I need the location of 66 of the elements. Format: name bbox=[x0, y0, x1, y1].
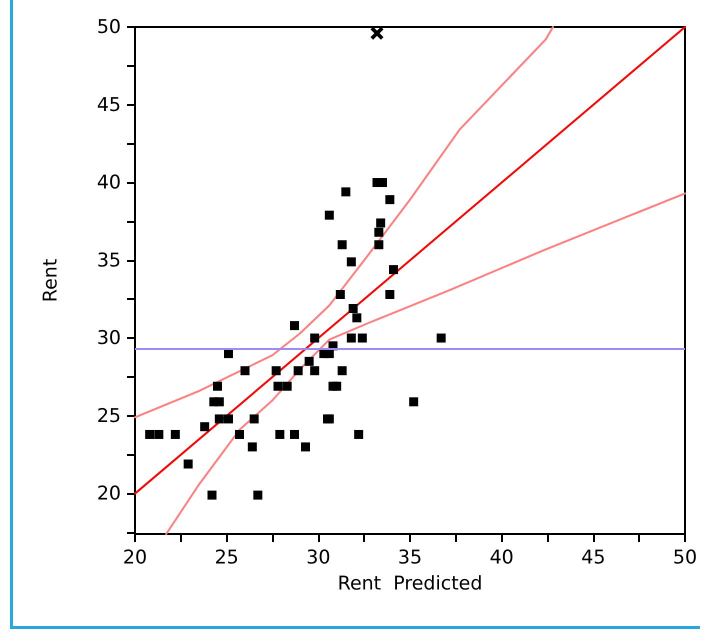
point bbox=[370, 26, 384, 40]
point bbox=[248, 442, 257, 452]
point bbox=[240, 366, 250, 376]
point bbox=[346, 257, 356, 266]
x-tick-label: 50 bbox=[672, 546, 698, 568]
x-tick-label: 25 bbox=[214, 546, 239, 568]
point bbox=[274, 382, 282, 391]
x-tick-label: 20 bbox=[122, 546, 148, 568]
point bbox=[332, 382, 342, 391]
point bbox=[346, 334, 356, 343]
point bbox=[304, 356, 314, 366]
point bbox=[250, 414, 259, 424]
point bbox=[214, 414, 224, 424]
point bbox=[275, 430, 284, 439]
point bbox=[310, 366, 320, 376]
point bbox=[235, 430, 244, 439]
point bbox=[224, 414, 233, 424]
y-axis-title: Rent bbox=[40, 258, 62, 302]
point bbox=[352, 313, 362, 322]
point bbox=[310, 334, 320, 343]
y-tick-label: 50 bbox=[96, 16, 121, 38]
point bbox=[376, 218, 386, 228]
y-tick-label: 25 bbox=[96, 404, 121, 427]
point bbox=[354, 430, 364, 439]
point bbox=[290, 430, 299, 439]
point bbox=[170, 430, 180, 439]
point bbox=[374, 240, 384, 250]
line-series bbox=[134, 26, 554, 418]
point bbox=[348, 304, 358, 313]
y-tick-label: 40 bbox=[96, 172, 121, 194]
point bbox=[385, 290, 394, 299]
x-tick-label: 45 bbox=[581, 546, 606, 568]
point bbox=[358, 334, 367, 343]
point bbox=[324, 210, 334, 220]
point bbox=[385, 195, 394, 204]
y-tick-label: 45 bbox=[96, 94, 121, 116]
point bbox=[389, 265, 398, 274]
point bbox=[294, 366, 303, 376]
point bbox=[282, 382, 292, 391]
x-axis-title: Rent Predicted bbox=[338, 572, 482, 594]
x-tick-label: 35 bbox=[398, 546, 422, 568]
point bbox=[374, 228, 384, 237]
point bbox=[290, 321, 299, 330]
point bbox=[200, 422, 210, 432]
point bbox=[409, 397, 418, 406]
point bbox=[253, 490, 262, 500]
point bbox=[336, 290, 345, 299]
point bbox=[208, 490, 216, 500]
point bbox=[338, 366, 347, 376]
point bbox=[436, 334, 446, 343]
point bbox=[154, 430, 164, 439]
point bbox=[214, 397, 224, 406]
point bbox=[272, 366, 281, 376]
point bbox=[184, 460, 193, 469]
point bbox=[378, 178, 387, 188]
point bbox=[145, 430, 154, 439]
y-tick-label: 35 bbox=[96, 249, 121, 272]
line-series bbox=[165, 192, 686, 535]
point bbox=[301, 442, 310, 452]
point bbox=[338, 240, 347, 250]
point bbox=[213, 382, 222, 391]
x-tick-label: 30 bbox=[306, 546, 330, 568]
y-tick-label: 30 bbox=[96, 327, 121, 350]
point bbox=[341, 187, 350, 196]
x-tick-label: 40 bbox=[490, 546, 514, 568]
y-tick-label: 20 bbox=[96, 482, 121, 505]
